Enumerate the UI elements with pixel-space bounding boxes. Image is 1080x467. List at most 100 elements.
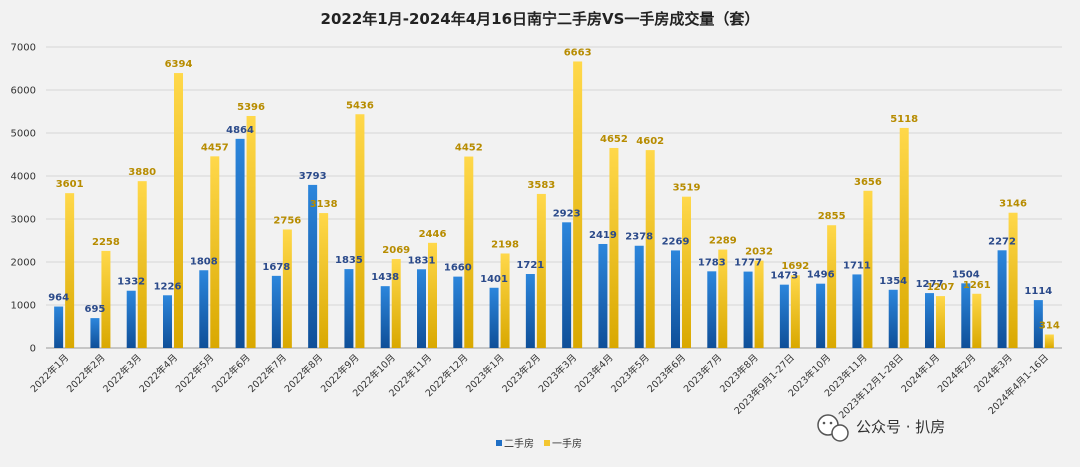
data-label-一手房: 3146 bbox=[999, 199, 1027, 210]
data-label-二手房: 1808 bbox=[190, 256, 218, 267]
bar-一手房 bbox=[65, 193, 75, 348]
chart-title: 2022年1月-2024年4月16日南宁二手房VS一手房成交量（套） bbox=[321, 10, 760, 28]
data-label-二手房: 1496 bbox=[807, 270, 835, 281]
x-tick-label: 2023年6月 bbox=[645, 352, 688, 395]
bar-二手房 bbox=[997, 250, 1007, 348]
data-label-二手房: 1721 bbox=[516, 260, 544, 271]
data-label-一手房: 4452 bbox=[455, 143, 483, 154]
data-label-一手房: 2198 bbox=[491, 239, 519, 250]
data-label-一手房: 1207 bbox=[927, 282, 955, 293]
legend-swatch-二手房 bbox=[496, 440, 502, 446]
y-tick-label: 5000 bbox=[11, 129, 36, 140]
data-label-二手房: 1226 bbox=[154, 281, 182, 292]
x-tick-label: 2023年7月 bbox=[681, 352, 724, 395]
x-tick-label: 2023年2月 bbox=[500, 352, 543, 395]
data-label-二手房: 695 bbox=[84, 304, 105, 315]
y-tick-label: 3000 bbox=[11, 215, 36, 226]
bar-一手房 bbox=[682, 196, 691, 348]
bar-一手房 bbox=[790, 275, 800, 348]
data-label-二手房: 2378 bbox=[625, 232, 653, 243]
data-label-一手房: 4652 bbox=[600, 134, 628, 145]
legend-label-一手房: 一手房 bbox=[552, 437, 582, 450]
bar-一手房 bbox=[464, 156, 474, 348]
bar-二手房 bbox=[54, 306, 64, 348]
bar-一手房 bbox=[863, 190, 873, 348]
y-tick-label: 1000 bbox=[11, 301, 36, 312]
data-label-一手房: 2446 bbox=[419, 229, 447, 240]
bar-一手房 bbox=[500, 253, 510, 348]
bar-二手房 bbox=[417, 269, 426, 348]
data-label-二手房: 4864 bbox=[226, 125, 254, 136]
bar-一手房 bbox=[718, 249, 728, 348]
x-tick-label: 2022年2月 bbox=[64, 352, 107, 395]
bar-二手房 bbox=[235, 138, 245, 348]
bar-二手房 bbox=[961, 283, 971, 348]
bar-二手房 bbox=[671, 250, 680, 348]
bar-一手房 bbox=[319, 213, 329, 348]
data-label-二手房: 1401 bbox=[480, 274, 508, 285]
data-label-二手房: 2272 bbox=[988, 236, 1016, 247]
x-tick-label: 2022年5月 bbox=[173, 352, 216, 395]
watermark: 公众号 · 扒房 bbox=[817, 414, 945, 442]
watermark-text: 公众号 · 扒房 bbox=[856, 418, 945, 436]
x-tick-label: 2023年1月 bbox=[463, 352, 506, 395]
data-label-一手房: 2258 bbox=[92, 237, 120, 248]
data-label-一手房: 5396 bbox=[237, 102, 265, 113]
data-label-二手房: 1711 bbox=[843, 260, 871, 271]
data-label-二手房: 964 bbox=[48, 293, 69, 304]
bar-一手房 bbox=[936, 296, 945, 348]
legend: 二手房 一手房 bbox=[496, 437, 582, 450]
x-tick-label: 2024年1月 bbox=[899, 352, 942, 395]
data-label-一手房: 2069 bbox=[382, 245, 410, 256]
bar-一手房 bbox=[174, 73, 183, 349]
bar-一手房 bbox=[645, 150, 655, 348]
bar-一手房 bbox=[137, 181, 147, 348]
bar-二手房 bbox=[1033, 300, 1043, 348]
y-tick-label: 4000 bbox=[11, 172, 36, 183]
x-tick-label: 2022年4月 bbox=[137, 352, 180, 395]
data-label-二手房: 1831 bbox=[408, 255, 436, 266]
bar-一手房 bbox=[391, 259, 401, 348]
data-label-二手房: 1504 bbox=[952, 269, 980, 280]
y-tick-label: 2000 bbox=[11, 258, 36, 269]
bar-一手房 bbox=[355, 114, 365, 348]
bar-一手房 bbox=[1044, 334, 1054, 348]
data-label-一手房: 2289 bbox=[709, 236, 737, 247]
bar-二手房 bbox=[925, 293, 934, 348]
data-label-一手房: 5118 bbox=[890, 114, 918, 125]
bar-二手房 bbox=[598, 243, 608, 348]
bar-二手房 bbox=[453, 276, 463, 348]
bar-一手房 bbox=[899, 127, 909, 349]
x-tick-label: 2022年7月 bbox=[246, 352, 289, 395]
bar-一手房 bbox=[246, 115, 256, 348]
data-label-一手房: 3601 bbox=[56, 179, 84, 190]
bars bbox=[54, 61, 1054, 349]
bar-二手房 bbox=[163, 295, 172, 348]
x-tick-label: 2022年6月 bbox=[209, 352, 252, 395]
bar-一手房 bbox=[428, 242, 437, 348]
data-label-一手房: 2032 bbox=[745, 247, 773, 258]
bar-二手房 bbox=[199, 270, 209, 348]
legend-label-二手房: 二手房 bbox=[504, 437, 534, 450]
bar-二手房 bbox=[308, 184, 318, 348]
data-label-二手房: 2419 bbox=[589, 230, 617, 241]
bar-二手房 bbox=[562, 222, 572, 348]
x-tick-label: 2022年1月 bbox=[28, 352, 71, 395]
data-label-一手房: 4602 bbox=[636, 136, 664, 147]
x-tick-label: 2024年4月1-16日 bbox=[986, 352, 1051, 417]
bar-一手房 bbox=[282, 229, 292, 348]
bar-一手房 bbox=[536, 193, 546, 348]
data-label-一手房: 4457 bbox=[201, 142, 229, 153]
data-label-一手房: 3880 bbox=[128, 167, 156, 178]
bar-一手房 bbox=[827, 225, 837, 348]
bar-二手房 bbox=[380, 286, 390, 348]
data-label-二手房: 1473 bbox=[770, 271, 798, 282]
x-tick-label: 2023年3月 bbox=[536, 352, 579, 395]
bar-一手房 bbox=[609, 147, 619, 348]
data-label-一手房: 2756 bbox=[273, 215, 301, 226]
data-label-二手房: 1354 bbox=[879, 276, 907, 287]
bar-二手房 bbox=[344, 269, 354, 348]
data-label-一手房: 6663 bbox=[564, 47, 592, 58]
data-label-二手房: 1277 bbox=[916, 279, 944, 290]
data-label-一手房: 5436 bbox=[346, 100, 374, 111]
